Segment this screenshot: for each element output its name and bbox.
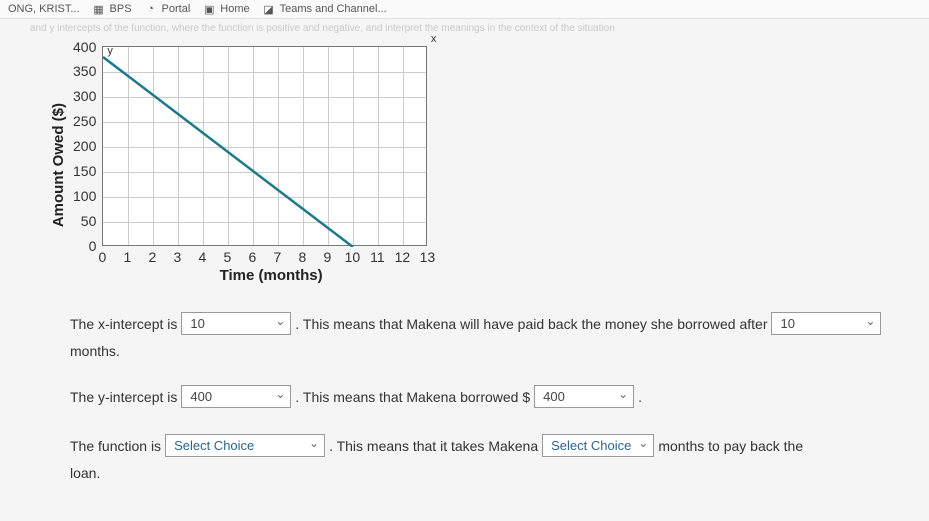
content-area: Amount Owed ($) 400350300250200150100500… [0,46,929,481]
y-ticks: 400 350 300 250 200 150 100 50 0 [73,46,102,246]
bookmarks-bar: ONG, KRIST... ▦ BPS ◔ Portal ▣ Home ◪ Te… [0,0,929,19]
x-tick: 4 [190,249,215,265]
globe-icon: ▦ [92,2,106,16]
chart-with-ticks: 400350300250200150100500 y x 01234567891… [73,46,440,284]
bookmark-label: Home [220,3,249,15]
function-months-select[interactable]: Select Choice [542,434,654,457]
plot-area: y x [102,46,427,246]
bookmark-home[interactable]: ▣ Home [202,2,249,16]
text: months. [70,343,120,359]
y-tick: 400 [73,46,96,47]
x-tick: 5 [215,249,240,265]
x-intercept-months-select[interactable]: 10 [771,312,881,335]
function-type-select[interactable]: Select Choice [165,434,325,457]
x-axis-letter: x [431,33,437,45]
x-tick: 6 [240,249,265,265]
text: . This means that it takes Makena [329,438,538,454]
teams-icon: ◪ [262,2,276,16]
x-intercept-select[interactable]: 10 [181,312,291,335]
x-tick: 11 [365,249,390,265]
x-intercept-line: The x-intercept is 10 . This means that … [70,312,909,359]
bookmark-label: ONG, KRIST... [8,3,80,15]
bookmark-label: BPS [110,3,132,15]
y-tick: 100 [73,195,96,196]
chart-line [103,47,428,247]
select-value: 10 [190,316,204,331]
chart-container: Amount Owed ($) 400350300250200150100500… [50,46,919,284]
text: . This means that Makena will have paid … [295,316,767,332]
y-tick: 300 [73,96,96,97]
x-tick: 9 [315,249,340,265]
y-axis-label: Amount Owed ($) [50,103,67,227]
text: The x-intercept is [70,316,177,332]
text: . This means that Makena borrowed $ [295,389,530,405]
x-tick: 1 [115,249,140,265]
x-axis-label: Time (months) [102,267,440,284]
x-tick: 12 [390,249,415,265]
portal-icon: ◔ [144,2,158,16]
x-tick: 10 [340,249,365,265]
bookmark-teams[interactable]: ◪ Teams and Channel... [262,2,387,16]
y-intercept-amount-select[interactable]: 400 [534,385,634,408]
text: The function is [70,438,161,454]
select-value: 400 [543,389,565,404]
text: months to pay back the [658,438,803,454]
text: . [638,389,642,405]
y-tick: 350 [73,71,96,72]
y-tick: 150 [73,170,96,171]
select-value: 10 [780,316,794,331]
y-tick: 200 [73,146,96,147]
bookmark-ong-krist[interactable]: ONG, KRIST... [8,3,80,15]
text: loan. [70,465,100,481]
y-tick: 50 [81,220,97,221]
x-ticks: 012345678910111213 [90,249,440,265]
plot-column: y x 012345678910111213 Time (months) [102,46,440,284]
y-intercept-select[interactable]: 400 [181,385,291,408]
text: The y-intercept is [70,389,177,405]
select-placeholder: Select Choice [551,438,631,453]
y-tick: 250 [73,121,96,122]
y-tick: 0 [89,245,97,246]
bookmark-label: Teams and Channel... [280,3,387,15]
bookmark-portal[interactable]: ◔ Portal [144,2,191,16]
y-intercept-line: The y-intercept is 400 . This means that… [70,385,909,408]
select-placeholder: Select Choice [174,438,254,453]
x-tick: 13 [415,249,440,265]
x-tick: 0 [90,249,115,265]
x-tick: 7 [265,249,290,265]
questions-block: The x-intercept is 10 . This means that … [70,312,909,481]
select-value: 400 [190,389,212,404]
bookmark-label: Portal [162,3,191,15]
function-line: The function is Select Choice . This mea… [70,434,909,481]
bookmark-bps[interactable]: ▦ BPS [92,2,132,16]
home-icon: ▣ [202,2,216,16]
x-tick: 2 [140,249,165,265]
x-tick: 3 [165,249,190,265]
x-tick: 8 [290,249,315,265]
faded-instruction-text: and y intercepts of the function, where … [0,19,929,42]
